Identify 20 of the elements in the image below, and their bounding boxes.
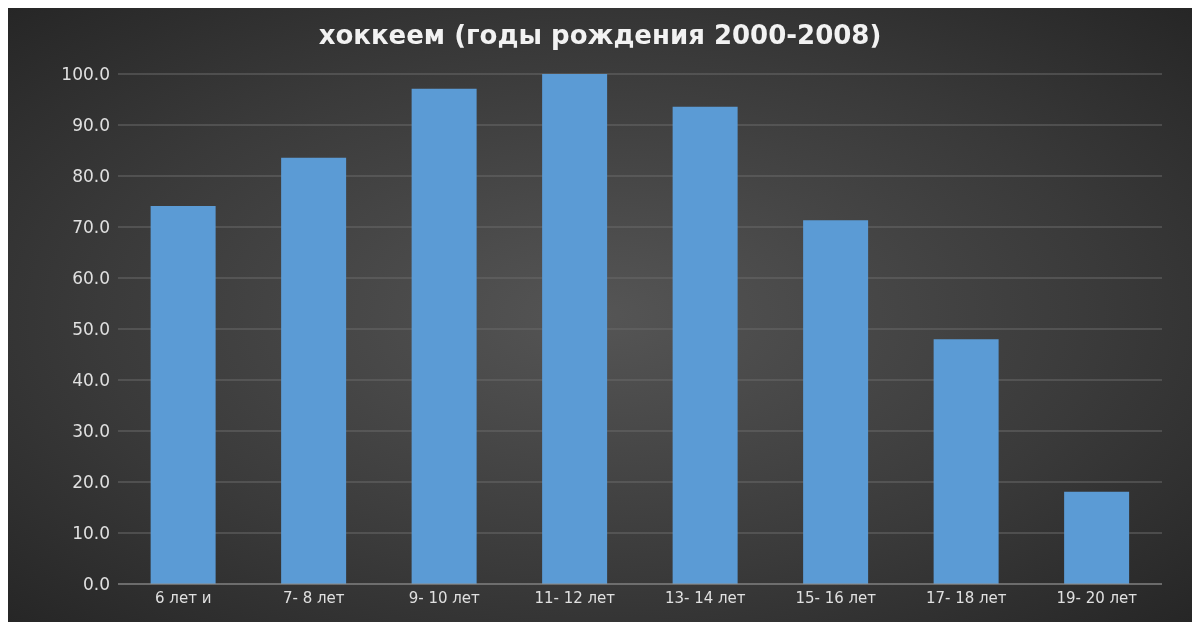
y-tick-label: 0.0 <box>82 574 110 595</box>
y-tick-label: 10.0 <box>72 523 110 544</box>
x-tick-label: 6 лет и <box>155 588 212 607</box>
y-tick-label: 20.0 <box>72 472 110 493</box>
x-tick-label: 15- 16 лет <box>795 588 877 607</box>
y-tick-label: 50.0 <box>72 319 110 340</box>
y-tick-label: 80.0 <box>72 166 110 187</box>
x-tick-label: 11- 12 лет <box>534 588 616 607</box>
y-tick-label: 90.0 <box>72 115 110 136</box>
x-tick-label: 13- 14 лет <box>664 588 746 607</box>
x-tick-label: 7- 8 лет <box>282 588 345 607</box>
y-tick-label: 100.0 <box>61 64 110 85</box>
x-tick-label: 9- 10 лет <box>408 588 481 607</box>
y-tick-label: 70.0 <box>72 217 110 238</box>
y-tick-label: 30.0 <box>72 421 110 442</box>
x-tick-label: 17- 18 лет <box>925 588 1007 607</box>
y-tick-label: 40.0 <box>72 370 110 391</box>
chart-title: хоккеем (годы рождения 2000-2008) <box>317 19 883 52</box>
y-tick-label: 60.0 <box>72 268 110 289</box>
x-tick-label: 19- 20 лет <box>1056 588 1138 607</box>
